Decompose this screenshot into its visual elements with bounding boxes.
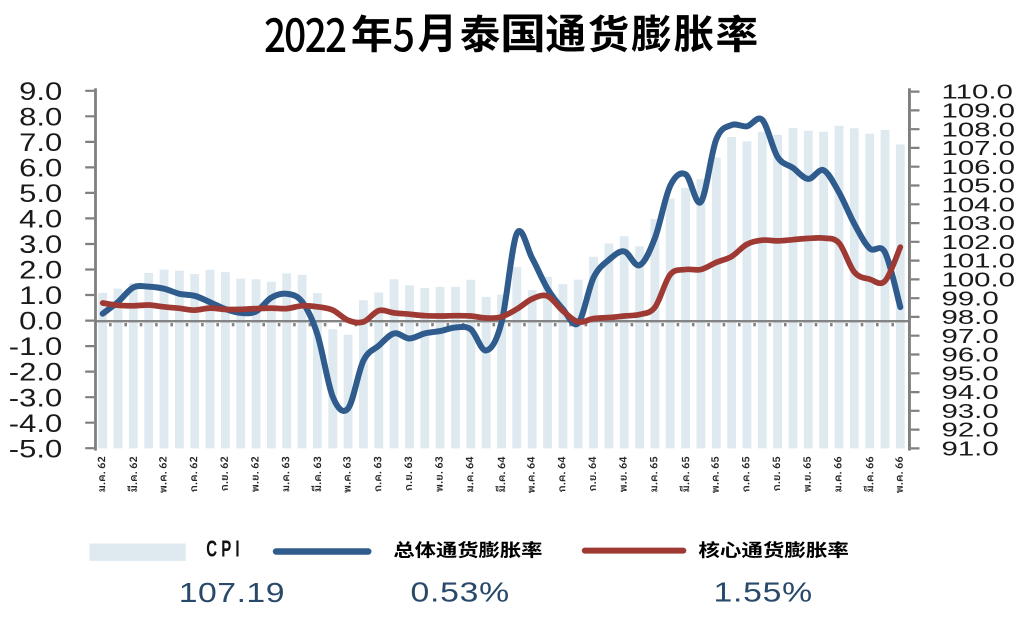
svg-text:95.0: 95.0: [941, 363, 998, 385]
svg-text:0.53%: 0.53%: [411, 576, 510, 607]
svg-text:-2.0: -2.0: [9, 359, 62, 387]
svg-text:9.0: 9.0: [19, 78, 62, 106]
svg-text:109.0: 109.0: [941, 100, 1015, 122]
svg-text:-3.0: -3.0: [9, 384, 62, 412]
svg-text:3.0: 3.0: [19, 231, 62, 259]
svg-text:CPI: CPI: [206, 536, 244, 562]
svg-text:2.0: 2.0: [19, 256, 62, 284]
svg-text:100.0: 100.0: [941, 269, 1015, 291]
svg-text:7.0: 7.0: [19, 129, 62, 157]
svg-text:1.55%: 1.55%: [714, 576, 813, 607]
svg-text:102.0: 102.0: [941, 231, 1015, 253]
svg-text:104.0: 104.0: [941, 194, 1015, 216]
svg-text:96.0: 96.0: [941, 344, 998, 366]
svg-text:110.0: 110.0: [941, 81, 1012, 103]
svg-text:103.0: 103.0: [941, 213, 1015, 235]
svg-text:106.0: 106.0: [941, 156, 1015, 178]
svg-text:105.0: 105.0: [941, 175, 1015, 197]
svg-text:107.19: 107.19: [179, 577, 285, 608]
svg-text:0.0: 0.0: [19, 308, 62, 336]
svg-text:98.0: 98.0: [941, 307, 998, 329]
svg-text:92.0: 92.0: [941, 419, 998, 441]
svg-text:99.0: 99.0: [941, 288, 998, 310]
svg-text:8.0: 8.0: [19, 103, 62, 131]
svg-text:91.0: 91.0: [941, 438, 998, 460]
svg-text:97.0: 97.0: [941, 325, 998, 347]
svg-text:93.0: 93.0: [941, 400, 998, 422]
svg-text:-1.0: -1.0: [9, 333, 62, 361]
svg-text:1.0: 1.0: [19, 282, 62, 310]
svg-text:6.0: 6.0: [19, 154, 62, 182]
svg-text:-5.0: -5.0: [9, 435, 62, 463]
svg-text:94.0: 94.0: [941, 382, 998, 404]
svg-text:4.0: 4.0: [19, 205, 62, 233]
svg-text:107.0: 107.0: [941, 138, 1015, 160]
svg-text:5.0: 5.0: [19, 180, 62, 208]
svg-text:108.0: 108.0: [941, 119, 1015, 141]
svg-text:101.0: 101.0: [941, 250, 1015, 272]
svg-text:-4.0: -4.0: [9, 410, 62, 438]
